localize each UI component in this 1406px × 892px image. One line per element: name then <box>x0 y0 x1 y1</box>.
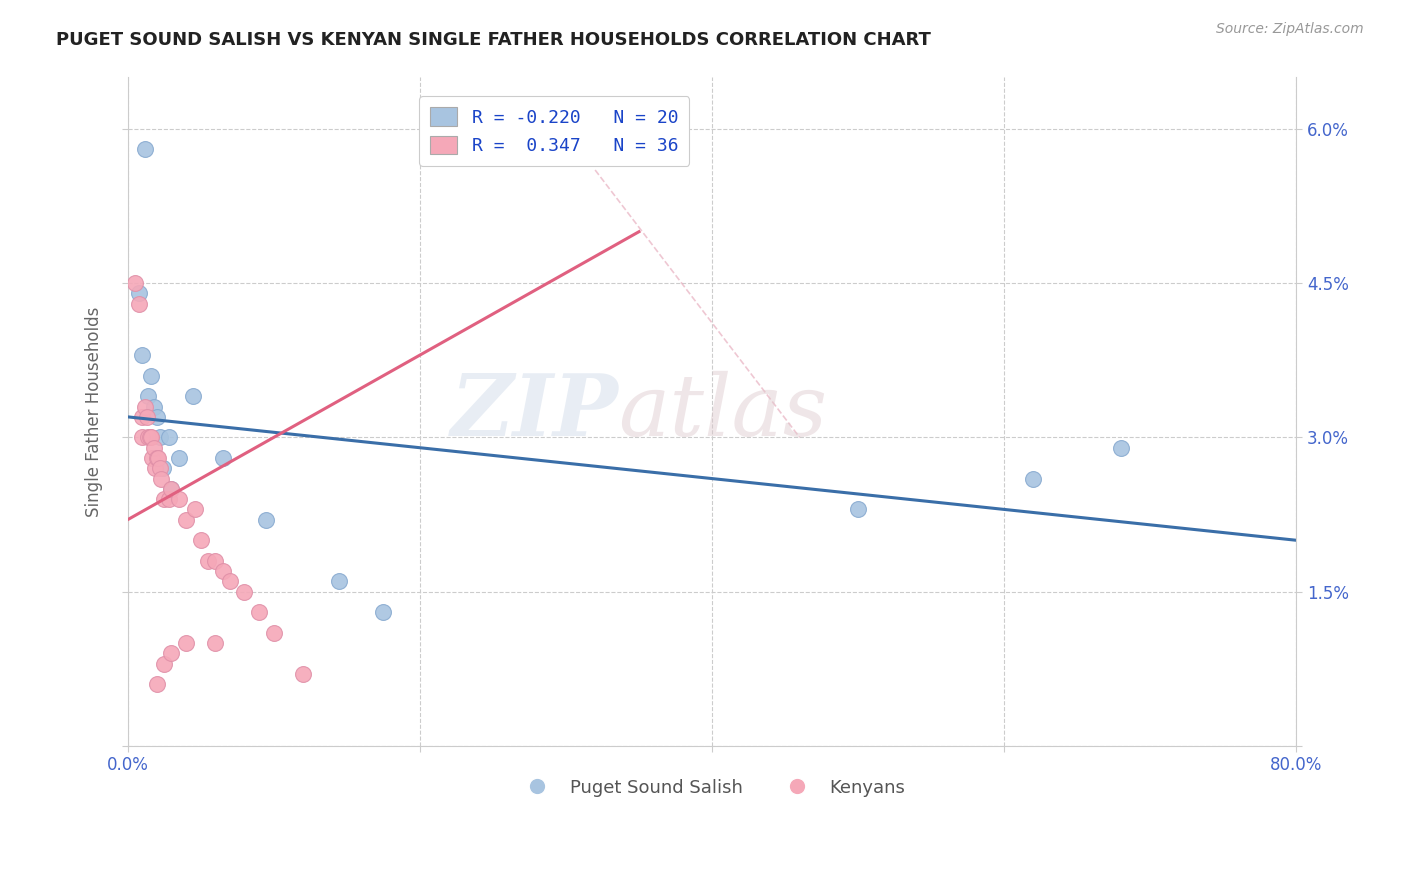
Point <box>135 409 157 424</box>
Point <box>233 584 256 599</box>
Point <box>373 605 395 619</box>
Point <box>184 502 207 516</box>
Point <box>153 492 176 507</box>
Point <box>160 482 183 496</box>
Point <box>146 450 169 465</box>
Point <box>1022 472 1045 486</box>
Point <box>167 450 190 465</box>
Y-axis label: Single Father Households: Single Father Households <box>86 307 103 516</box>
Point <box>149 430 172 444</box>
Point <box>263 625 285 640</box>
Point <box>183 389 205 403</box>
Point <box>131 409 153 424</box>
Point <box>134 400 156 414</box>
Point <box>124 276 146 290</box>
Point <box>138 430 160 444</box>
Point <box>160 647 183 661</box>
Text: ZIP: ZIP <box>451 370 619 453</box>
Point <box>204 554 226 568</box>
Point <box>1109 441 1132 455</box>
Text: Source: ZipAtlas.com: Source: ZipAtlas.com <box>1216 22 1364 37</box>
Point <box>128 296 150 310</box>
Point <box>139 430 162 444</box>
Point <box>211 564 233 578</box>
Point <box>157 492 180 507</box>
Text: PUGET SOUND SALISH VS KENYAN SINGLE FATHER HOUSEHOLDS CORRELATION CHART: PUGET SOUND SALISH VS KENYAN SINGLE FATH… <box>56 31 931 49</box>
Point <box>174 636 197 650</box>
Point <box>167 492 190 507</box>
Point <box>150 472 173 486</box>
Point <box>142 441 165 455</box>
Legend: Puget Sound Salish, Kenyans: Puget Sound Salish, Kenyans <box>512 772 912 804</box>
Point <box>131 348 153 362</box>
Point <box>160 482 183 496</box>
Point <box>190 533 212 548</box>
Point <box>146 409 169 424</box>
Text: atlas: atlas <box>619 370 828 453</box>
Point <box>291 667 314 681</box>
Point <box>128 286 150 301</box>
Point <box>247 605 270 619</box>
Point <box>846 502 869 516</box>
Point <box>174 513 197 527</box>
Point <box>148 450 170 465</box>
Point <box>146 677 169 691</box>
Point <box>131 430 153 444</box>
Point <box>149 461 172 475</box>
Point <box>157 430 180 444</box>
Point <box>142 400 165 414</box>
Point <box>328 574 350 589</box>
Point <box>136 389 159 403</box>
Point <box>204 636 226 650</box>
Point <box>211 450 233 465</box>
Point <box>153 657 176 671</box>
Point <box>152 461 174 475</box>
Point <box>136 430 159 444</box>
Point <box>134 143 156 157</box>
Point <box>254 513 277 527</box>
Point <box>218 574 240 589</box>
Point <box>141 450 163 465</box>
Point <box>197 554 219 568</box>
Point <box>139 368 162 383</box>
Point <box>145 461 167 475</box>
